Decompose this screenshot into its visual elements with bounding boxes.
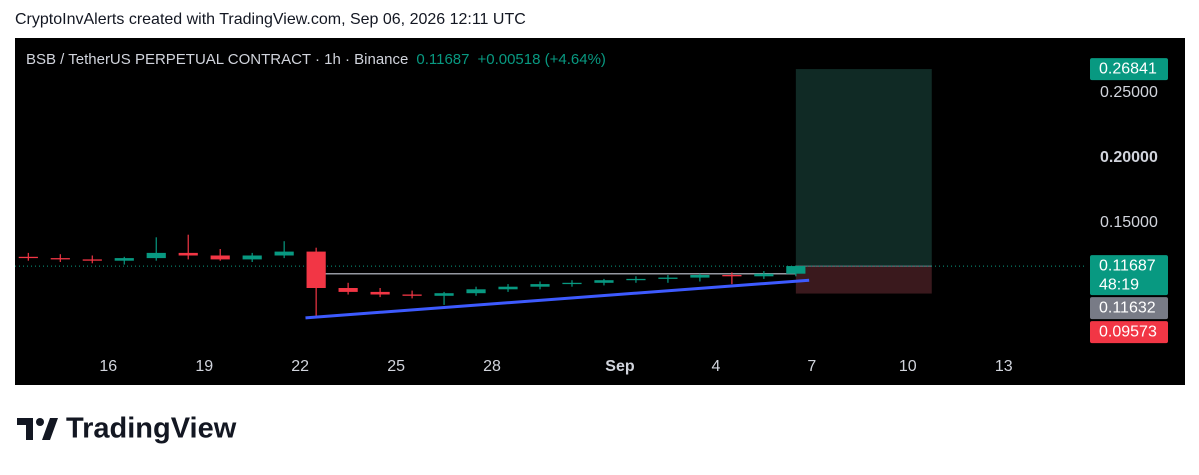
price-label-bg (1090, 255, 1168, 296)
price-label: 0.11687 (1099, 257, 1156, 274)
candle-body (434, 293, 454, 296)
header-last-price: 0.11687 (416, 51, 469, 68)
candle-body (786, 266, 806, 274)
x-tick-label: 10 (899, 358, 917, 375)
candle-body (658, 277, 678, 279)
price-label-bg (1090, 58, 1168, 81)
candle-body (82, 259, 102, 261)
candle-body (242, 255, 262, 260)
x-tick-label: 28 (483, 358, 501, 375)
candle-body (402, 294, 422, 296)
x-tick-label: 13 (995, 358, 1013, 375)
candle-body (754, 273, 774, 277)
candle-body (562, 282, 582, 285)
candle-body (18, 256, 38, 259)
trendline (305, 278, 810, 320)
candle-body (114, 258, 134, 261)
header-change: +0.00518 (+4.64%) (477, 51, 605, 68)
x-tick-label: 16 (99, 358, 117, 375)
candle-body (178, 252, 198, 256)
y-tick-label: 0.25000 (1100, 84, 1158, 101)
candle-body (370, 291, 390, 295)
candle-body (594, 280, 614, 283)
price-label: 0.11632 (1099, 299, 1156, 316)
candle-body (626, 278, 646, 281)
profit-zone (795, 69, 932, 267)
logo-mark (17, 418, 58, 440)
loss-zone (795, 266, 932, 294)
candle-body (146, 252, 166, 259)
x-tick-label: 22 (291, 358, 309, 375)
candle-body (690, 275, 710, 278)
candle-body (338, 288, 358, 292)
candle-body (50, 258, 70, 260)
x-tick-label: 7 (807, 358, 816, 375)
overlay: 0.15000 0.20000 0.25000 16 19 22 25 28 Sep 4 7 10 13… (99, 58, 1168, 375)
logo: TradingView (17, 413, 237, 445)
candle-body (466, 289, 486, 294)
x-tick-label: 25 (387, 358, 405, 375)
y-tick-label: 0.15000 (1100, 214, 1158, 231)
candle-body (530, 284, 550, 287)
attribution: CryptoInvAlerts created with TradingView… (15, 11, 526, 28)
logo-text: TradingView (66, 413, 237, 445)
price-label-bg (1090, 297, 1168, 320)
symbol-title: BSB / TetherUS PERPETUAL CONTRACT · 1h ·… (26, 51, 408, 68)
candle-body (722, 275, 742, 277)
price-label: 0.26841 (1099, 60, 1157, 77)
candle-body (274, 251, 294, 256)
plot-area (15, 69, 1085, 320)
x-tick-label: Sep (605, 358, 635, 375)
x-tick-label: 19 (195, 358, 213, 375)
y-tick-label: 0.20000 (1100, 149, 1158, 166)
price-label-bg (1090, 321, 1168, 344)
candle-body (306, 251, 326, 288)
price-label: 0.09573 (1099, 323, 1157, 340)
candle-body (210, 255, 230, 260)
countdown: 48:19 (1099, 276, 1139, 293)
chart-panel (15, 38, 1185, 385)
logo-dot (36, 418, 44, 426)
candle-body (498, 286, 518, 290)
x-tick-label: 4 (711, 358, 720, 375)
